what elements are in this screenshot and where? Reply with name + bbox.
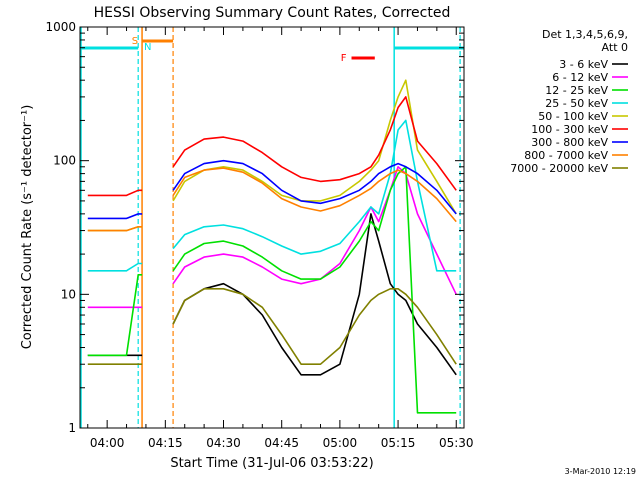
y-tick-label: 10 bbox=[61, 287, 76, 301]
x-tick-label: 04:30 bbox=[206, 436, 241, 450]
legend-label-2: 6 - 12 keV bbox=[552, 71, 608, 84]
legend-header-line2: Att 0 bbox=[602, 41, 628, 54]
series-line-6 bbox=[87, 96, 457, 197]
y-tick-label: 100 bbox=[53, 154, 76, 168]
x-tick-label: 05:30 bbox=[439, 436, 474, 450]
chart-title: HESSI Observing Summary Count Rates, Cor… bbox=[94, 5, 451, 21]
legend-label-8: 800 - 7000 keV bbox=[524, 149, 608, 162]
series-lines bbox=[87, 79, 457, 414]
y-axis-ticks: 1 10 100 1000 bbox=[45, 20, 464, 435]
series-line-4 bbox=[87, 119, 457, 272]
y-tick-label: 1 bbox=[68, 421, 76, 435]
series-line-9 bbox=[87, 288, 457, 365]
x-axis-ticks: 04:00 04:15 04:30 04:45 05:00 05:15 05:30 bbox=[87, 27, 474, 450]
plot-frame bbox=[79, 26, 465, 429]
series-line-7 bbox=[87, 159, 457, 220]
legend-label-7: 300 - 800 keV bbox=[531, 136, 608, 149]
flag-label-s: S bbox=[132, 36, 138, 47]
legend-label-9: 7000 - 20000 keV bbox=[510, 162, 608, 175]
x-axis-label: Start Time (31-Jul-06 03:53:22) bbox=[170, 456, 373, 471]
flag-label-n: N bbox=[144, 42, 151, 53]
plot-axes bbox=[79, 26, 465, 429]
x-tick-label: 05:15 bbox=[381, 436, 416, 450]
legend-label-3: 12 - 25 keV bbox=[545, 84, 608, 97]
x-tick-label: 05:00 bbox=[323, 436, 358, 450]
legend-label-1: 3 - 6 keV bbox=[559, 58, 608, 71]
legend-label-6: 100 - 300 keV bbox=[531, 123, 608, 136]
x-tick-label: 04:00 bbox=[90, 436, 125, 450]
legend-label-4: 25 - 50 keV bbox=[545, 97, 608, 110]
legend-label-5: 50 - 100 keV bbox=[538, 110, 608, 123]
x-tick-label: 04:15 bbox=[148, 436, 183, 450]
flag-label-f: F bbox=[341, 53, 347, 64]
y-tick-label: 1000 bbox=[45, 20, 76, 34]
legend-header-line1: Det 1,3,4,5,6,9, bbox=[542, 28, 628, 41]
footer-date: 3-Mar-2010 12:19 bbox=[565, 467, 636, 476]
series-line-8 bbox=[87, 167, 457, 232]
y-axis-label: Corrected Count Rate (s⁻¹ detector⁻¹) bbox=[20, 105, 35, 350]
x-tick-label: 04:45 bbox=[264, 436, 299, 450]
